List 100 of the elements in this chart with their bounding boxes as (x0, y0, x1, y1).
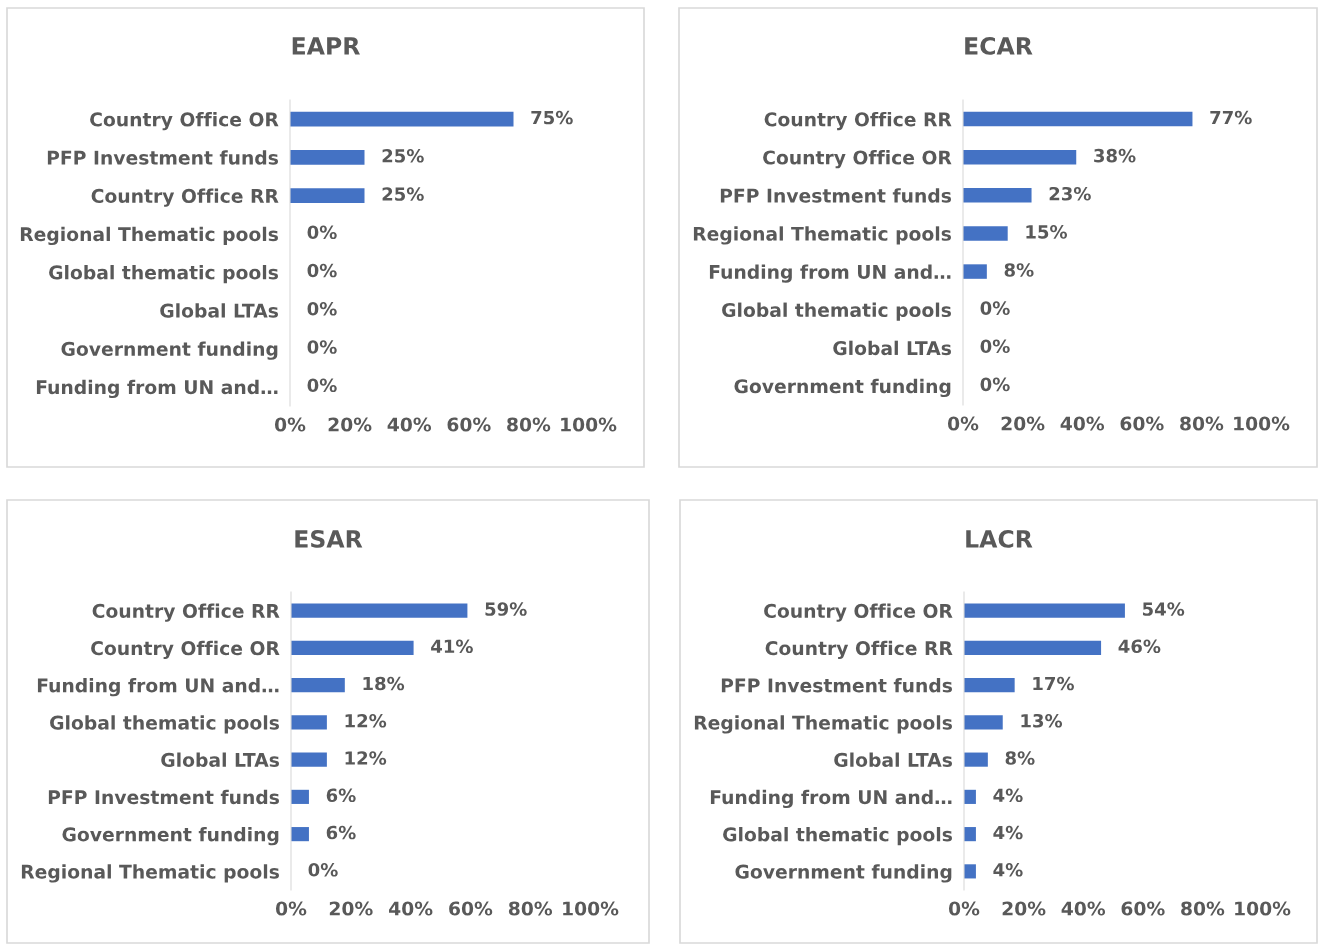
y-tick-label: Funding from UN and… (36, 379, 278, 399)
x-tick-label: 40% (389, 901, 433, 916)
data-label: 0% (307, 263, 337, 278)
y-tick-label: Government funding (62, 827, 279, 846)
x-tick-label: 100% (1234, 416, 1290, 431)
bar (964, 752, 988, 767)
y-tick-label: Government funding (735, 864, 952, 883)
data-label: 41% (431, 639, 473, 654)
y-tick-label: Global LTAs (160, 303, 278, 318)
y-tick-label: Country Office RR (765, 640, 953, 660)
x-tick-label: 20% (1002, 901, 1046, 916)
chart-title: ESAR (295, 529, 363, 548)
bar (291, 603, 468, 618)
x-tick-label: 0% (275, 901, 307, 916)
bar (291, 715, 327, 730)
y-tick-label: Regional Thematic pools (20, 226, 278, 246)
y-tick-label: Global thematic pools (50, 715, 279, 734)
chart-title: LACR (966, 529, 1033, 548)
x-tick-label: 0% (948, 901, 980, 916)
data-label: 18% (363, 676, 405, 691)
x-tick-label: 0% (947, 416, 979, 431)
y-tick-label: Country Office OR (91, 640, 280, 660)
bar (964, 678, 1015, 693)
y-tick-label: Funding from UN and… (709, 264, 951, 283)
data-label: 0% (307, 301, 337, 316)
data-label: 17% (1033, 676, 1074, 691)
x-tick-label: 80% (507, 417, 551, 432)
data-label: 8% (1005, 751, 1035, 765)
bar (291, 827, 309, 842)
chart-title: ECAR (965, 36, 1033, 55)
y-tick-label: Global thematic pools (723, 827, 952, 846)
x-tick-label: 20% (328, 417, 372, 432)
y-tick-label: Country Office RR (764, 111, 952, 131)
data-label: 54% (1142, 602, 1185, 616)
bar (963, 264, 987, 279)
x-tick-label: 80% (1181, 901, 1225, 916)
data-label: 0% (980, 301, 1010, 315)
y-tick-label: Country Office OR (763, 150, 952, 169)
data-label: 38% (1094, 148, 1136, 163)
data-label: 4% (993, 862, 1023, 877)
bar (964, 715, 1003, 730)
y-tick-label: Regional Thematic pools (693, 226, 951, 245)
data-label: 13% (1021, 713, 1063, 728)
y-tick-label: PFP Investment funds (721, 678, 952, 693)
x-tick-label: 20% (329, 901, 373, 916)
y-tick-label: Country Office OR (90, 112, 279, 131)
data-label: 46% (1118, 639, 1161, 654)
data-label: 6% (326, 825, 356, 840)
data-label: 0% (980, 339, 1010, 354)
x-tick-label: 80% (1180, 416, 1224, 431)
y-tick-label: Global LTAs (834, 752, 952, 768)
x-tick-label: 0% (274, 417, 306, 432)
data-label: 77% (1210, 110, 1252, 125)
bar (964, 864, 976, 879)
data-label: 15% (1026, 225, 1068, 239)
x-tick-label: 100% (563, 901, 619, 916)
data-label: 8% (1004, 263, 1034, 277)
data-label: 0% (308, 862, 338, 877)
data-label: 12% (345, 751, 387, 765)
x-tick-label: 20% (1001, 416, 1045, 431)
y-tick-label: PFP Investment funds (720, 188, 951, 203)
data-label: 4% (993, 788, 1023, 803)
data-label: 0% (307, 225, 337, 240)
data-label: 23% (1049, 186, 1091, 201)
x-tick-label: 60% (1120, 416, 1164, 431)
bar (963, 111, 1193, 127)
bar (291, 678, 345, 693)
x-tick-label: 100% (561, 417, 617, 432)
chart-title: EAPR (292, 37, 360, 55)
x-tick-label: 40% (387, 417, 432, 432)
data-label: 12% (345, 713, 387, 728)
bar (291, 640, 414, 655)
y-tick-label: Regional Thematic pools (21, 864, 279, 883)
y-tick-label: Country Office RR (91, 188, 279, 207)
x-tick-label: 40% (1060, 416, 1105, 431)
bar (291, 789, 309, 804)
x-tick-label: 40% (1061, 901, 1106, 916)
y-tick-label: Regional Thematic pools (694, 715, 952, 734)
data-label: 25% (382, 187, 424, 201)
data-label: 4% (993, 825, 1023, 840)
y-tick-label: Government funding (61, 341, 278, 360)
y-tick-label: Country Office OR (764, 603, 953, 622)
bar (964, 603, 1125, 618)
y-tick-label: Country Office RR (92, 603, 280, 622)
x-tick-label: 60% (449, 901, 493, 916)
x-tick-label: 60% (447, 417, 491, 432)
x-tick-label: 80% (508, 901, 553, 916)
data-label: 59% (485, 602, 527, 616)
bar (964, 640, 1102, 655)
bar (964, 789, 976, 804)
y-tick-label: Global LTAs (833, 340, 951, 356)
y-tick-label: PFP Investment funds (48, 789, 279, 805)
y-tick-label: Global thematic pools (49, 265, 278, 284)
x-tick-label: 60% (1121, 901, 1165, 916)
y-tick-label: Global LTAs (161, 752, 279, 768)
bar (291, 752, 327, 767)
bar (964, 827, 976, 842)
data-label: 75% (531, 110, 573, 125)
y-tick-label: Funding from UN and… (710, 789, 952, 809)
y-tick-label: Funding from UN and… (37, 678, 279, 697)
